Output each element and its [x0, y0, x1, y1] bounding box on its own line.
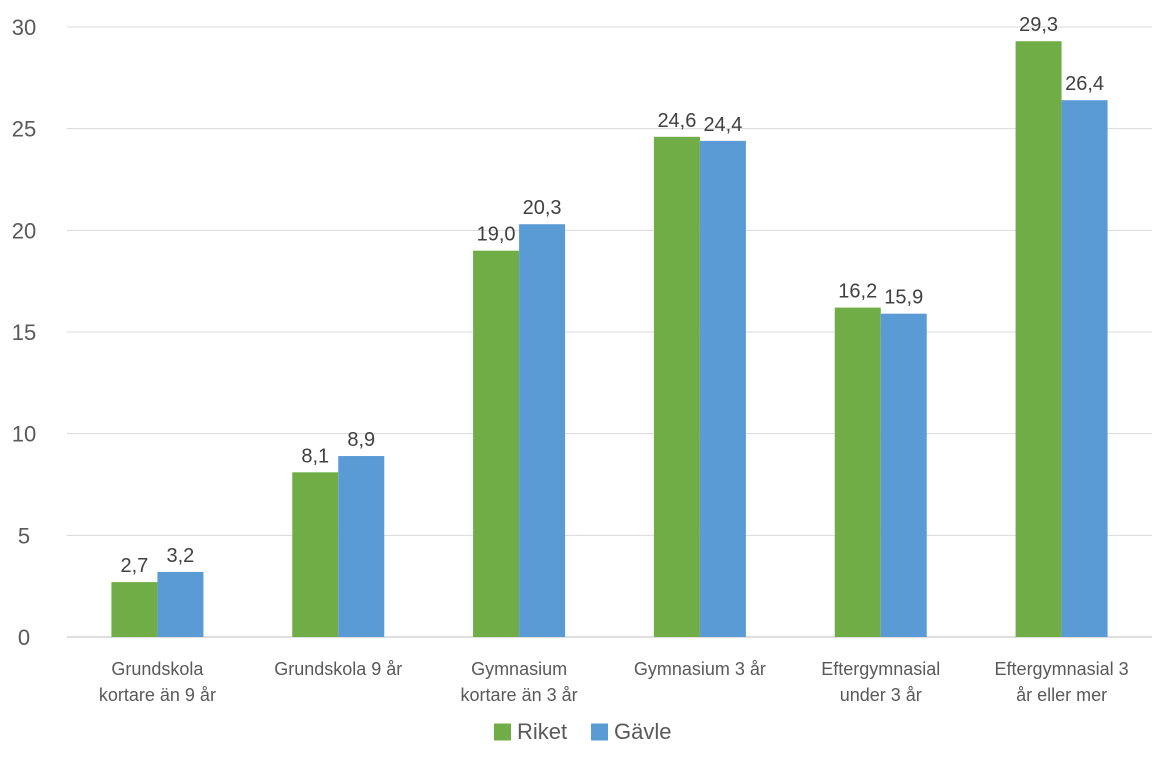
data-label: 24,4	[703, 114, 742, 136]
data-label: 16,2	[838, 281, 877, 303]
x-category-line: Gymnasium	[471, 659, 567, 679]
bars	[111, 41, 1108, 638]
bar-g-vle	[1061, 100, 1108, 637]
data-label: 29,3	[1019, 14, 1058, 36]
data-label: 3,2	[167, 545, 195, 567]
x-category-label: Eftergymnasial under 3 år	[821, 659, 940, 705]
legend-label: Riket	[517, 719, 567, 744]
legend-label: Gävle	[614, 719, 671, 744]
data-label: 8,9	[347, 429, 375, 451]
x-category-label: Gymnasium kortare än 3 år	[461, 659, 578, 705]
bar-g-vle	[519, 224, 566, 637]
x-category-line: Eftergymnasial 3	[995, 659, 1129, 679]
x-category-label: Gymnasium 3 år	[634, 659, 766, 679]
x-category-label: Eftergymnasial 3 år eller mer	[995, 659, 1129, 705]
data-label: 19,0	[477, 224, 516, 246]
legend-swatch	[494, 723, 511, 741]
x-category-line: år eller mer	[1016, 685, 1107, 705]
x-category-line: Grundskola 9 år	[274, 659, 402, 679]
y-tick-label: 10	[12, 422, 36, 447]
y-tick-label: 0	[18, 625, 30, 650]
x-category-line: Eftergymnasial	[821, 659, 940, 679]
bar-riket	[473, 250, 520, 637]
x-category-label: Grundskola kortare än 9 år	[99, 659, 216, 705]
bar-riket	[1015, 41, 1062, 637]
data-label: 15,9	[884, 287, 923, 309]
bar-riket	[834, 307, 881, 637]
x-category-line: kortare än 3 år	[461, 685, 578, 705]
bar-g-vle	[157, 571, 204, 637]
y-tick-label: 30	[12, 15, 36, 40]
data-labels: 2,7 3,2 8,1 8,9 19,0 20,3 24,6 24,4 16,2 15,9 29,3…	[121, 14, 1105, 577]
bar-g-vle	[880, 313, 927, 637]
x-axis-categories: Grundskola kortare än 9 år Grundskola 9 år…	[99, 659, 1129, 705]
data-label: 8,1	[301, 445, 329, 467]
y-tick-label: 25	[12, 117, 36, 142]
data-label: 24,6	[657, 110, 696, 132]
x-category-line: Grundskola	[111, 659, 204, 679]
legend-swatch	[591, 723, 608, 741]
x-category-line: kortare än 9 år	[99, 685, 216, 705]
data-label: 26,4	[1065, 73, 1104, 95]
x-category-line: under 3 år	[840, 685, 922, 705]
x-category-line: Gymnasium 3 år	[634, 659, 766, 679]
y-tick-label: 5	[18, 523, 30, 548]
bar-riket	[653, 136, 700, 638]
gridlines	[67, 26, 1152, 638]
y-tick-label: 15	[12, 320, 36, 345]
bar-riket	[292, 472, 339, 637]
bar-g-vle	[699, 140, 746, 637]
y-tick-label: 20	[12, 218, 36, 243]
legend: Riket Gävle	[494, 719, 671, 744]
bar-riket	[111, 582, 158, 637]
data-label: 2,7	[121, 555, 149, 577]
bar-g-vle	[338, 456, 385, 637]
y-axis-ticks: 0 5 10 15 20 25 30	[12, 15, 36, 650]
data-label: 20,3	[523, 197, 562, 219]
x-category-label: Grundskola 9 år	[274, 659, 402, 679]
